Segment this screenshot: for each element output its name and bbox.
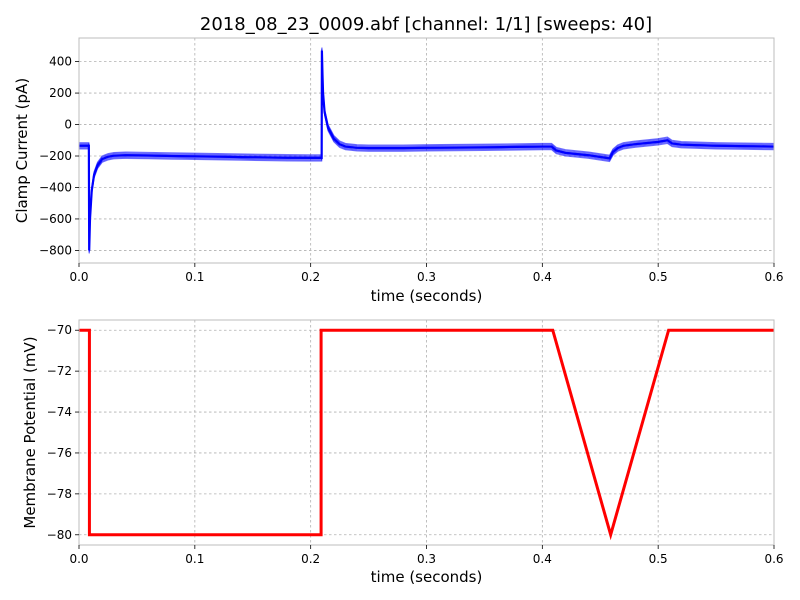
potential-x-tick-label: 0.4 — [533, 552, 552, 566]
current-y-axis-label: Clamp Current (pA) — [13, 78, 31, 223]
potential-y-tick-label: −80 — [47, 528, 72, 542]
potential-y-tick-label: −72 — [47, 364, 72, 378]
potential-y-axis-label: Membrane Potential (mV) — [21, 336, 39, 528]
current-y-tick-label: 200 — [49, 86, 72, 100]
current-x-tick-label: 0.3 — [417, 270, 436, 284]
figure-title: 2018_08_23_0009.abf [channel: 1/1] [swee… — [200, 14, 652, 35]
current-x-axis-label: time (seconds) — [371, 287, 483, 305]
current-sweep-line — [79, 53, 774, 254]
potential-x-tick-label: 0.1 — [185, 552, 204, 566]
current-y-tick-label: −600 — [39, 212, 72, 226]
current-series-line — [79, 50, 774, 251]
current-x-tick-label: 0.4 — [533, 270, 552, 284]
potential-x-tick-label: 0.6 — [764, 552, 783, 566]
current-x-tick-label: 0.2 — [301, 270, 320, 284]
potential-x-tick-label: 0.3 — [417, 552, 436, 566]
potential-series-line — [79, 328, 774, 541]
clamp-current-panel: 0.0 0.1 0.2 0.3 0.4 0.5 0.6 −800 −600 −400 −200 0 20… — [13, 37, 784, 305]
potential-y-tick-label: −74 — [47, 405, 72, 419]
current-x-tick-label: 0.6 — [764, 270, 783, 284]
current-y-tick-label: 400 — [49, 55, 72, 69]
current-x-tick-label: 0.0 — [69, 270, 88, 284]
membrane-potential-panel: 0.0 0.1 0.2 0.3 0.4 0.5 0.6 −80 −78 −76 −74 −72 −70 t… — [21, 319, 784, 586]
potential-x-tick-label: 0.2 — [301, 552, 320, 566]
current-y-tick-label: −200 — [39, 149, 72, 163]
current-x-tick-label: 0.5 — [649, 270, 668, 284]
current-y-tick-label: −400 — [39, 180, 72, 194]
potential-y-tick-label: −78 — [47, 487, 72, 501]
current-y-tick-label: 0 — [64, 118, 72, 132]
potential-y-tick-label: −76 — [47, 446, 72, 460]
potential-y-tick-label: −70 — [47, 323, 72, 337]
potential-x-axis-label: time (seconds) — [371, 568, 483, 586]
current-y-tick-label: −800 — [39, 243, 72, 257]
current-sweep-line — [79, 51, 774, 252]
current-x-tick-label: 0.1 — [185, 270, 204, 284]
potential-x-tick-label: 0.5 — [649, 552, 668, 566]
potential-x-tick-label: 0.0 — [69, 552, 88, 566]
